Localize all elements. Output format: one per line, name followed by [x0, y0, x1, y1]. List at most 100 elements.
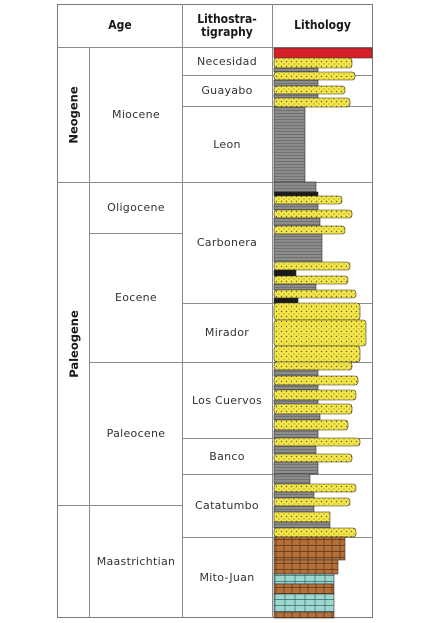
- sandstone-bed: [273, 195, 343, 205]
- coal-bed: [273, 297, 299, 304]
- sandstone-bed: [273, 403, 353, 415]
- shale-bed: [273, 521, 331, 529]
- formation-label: Catatumbo: [195, 499, 259, 512]
- shale-bed: [273, 79, 319, 87]
- shale-bed: [273, 384, 319, 391]
- formation-mirador: Mirador: [182, 303, 272, 362]
- shale-bed: [273, 233, 323, 263]
- sandstone-bed: [273, 453, 353, 463]
- formation-label: Necesidad: [196, 54, 257, 68]
- divider-period-epoch: [89, 47, 90, 618]
- divider-epoch: [89, 233, 183, 234]
- epoch-label: Miocene: [112, 108, 160, 121]
- sandstone-bed: [273, 527, 357, 538]
- header-divider: [57, 47, 373, 48]
- limestone-bed: [273, 573, 335, 585]
- divider-period: [57, 182, 90, 183]
- epoch-oligocene: Oligocene: [89, 182, 183, 233]
- formation-label: Leon: [213, 137, 241, 151]
- formation-guayabo: Guayabo: [182, 75, 272, 106]
- limestone-bed: [273, 611, 335, 619]
- formation-leon: Leon: [182, 106, 272, 182]
- shale-bed: [273, 429, 319, 439]
- formation-banco: Banco: [182, 438, 272, 474]
- sandstone-bed: [273, 289, 357, 299]
- limestone-bed: [273, 536, 346, 561]
- formation-label: Banco: [209, 449, 245, 463]
- divider-epoch: [89, 362, 183, 363]
- sandstone-bed: [273, 275, 349, 285]
- shale-bed: [273, 445, 317, 455]
- sandstone-bed: [273, 57, 353, 69]
- shale-bed: [273, 461, 319, 475]
- sandstone-bed: [273, 71, 356, 81]
- stratigraphic-column-frame: [57, 4, 373, 618]
- shale-bed: [273, 217, 321, 227]
- coal-bed: [273, 269, 297, 277]
- sandstone-bed: [273, 209, 353, 219]
- sandstone-bed: [273, 302, 361, 321]
- sandstone-bed: [273, 437, 361, 447]
- shale-bed: [273, 181, 317, 193]
- formation-mito-juan: Mito-Juan: [182, 537, 272, 618]
- divider-lithostratigraphy-lithology: [272, 4, 273, 618]
- shale-bed: [273, 93, 319, 99]
- shale-bed: [273, 505, 315, 513]
- formation-catatumbo: Catatumbo: [182, 474, 272, 537]
- sandstone-bed: [273, 225, 346, 235]
- sandstone-bed: [273, 85, 346, 95]
- header-lithostratigraphy-line1: Lithostra-: [197, 11, 257, 26]
- formation-los-cuervos: Los Cuervos: [182, 362, 272, 438]
- sandstone-bed: [273, 97, 351, 108]
- sandstone-bed: [273, 319, 367, 347]
- epoch-label: Paleocene: [106, 427, 166, 440]
- header-age-label: Age: [108, 18, 132, 32]
- shale-bed: [273, 369, 319, 377]
- formation-label: Mito-Juan: [199, 571, 255, 584]
- epoch-eocene: Eocene: [89, 233, 183, 362]
- limestone-bed: [273, 583, 335, 595]
- epoch-miocene: Miocene: [89, 47, 183, 182]
- header-lithology: Lithology: [272, 4, 373, 47]
- shale-bed: [273, 203, 319, 211]
- coal-bed: [273, 191, 319, 197]
- header-age: Age: [57, 4, 183, 47]
- formation-label: Los Cuervos: [191, 393, 263, 407]
- epoch-maastrichtian: Maastrichtian: [89, 505, 183, 618]
- header-lithostratigraphy-line2: tigraphy: [201, 24, 253, 39]
- sandstone-bed: [273, 345, 361, 363]
- formation-label: Mirador: [204, 326, 250, 339]
- formation-necesidad: Necesidad: [182, 47, 272, 75]
- epoch-paleocene: Paleocene: [89, 362, 183, 505]
- sandstone-bed: [273, 361, 353, 371]
- red-bed: [273, 47, 373, 59]
- header-lithostratigraphy: Lithostra- tigraphy: [182, 4, 272, 47]
- formation-label: Carbonera: [196, 236, 258, 249]
- sandstone-bed: [273, 511, 331, 523]
- divider-epoch: [89, 182, 183, 183]
- epoch-label: Eocene: [114, 291, 158, 304]
- epoch-label: Oligocene: [107, 201, 165, 214]
- shale-bed: [273, 106, 306, 183]
- limestone-bed: [273, 559, 339, 575]
- sandstone-bed: [273, 497, 351, 507]
- shale-bed: [273, 283, 317, 291]
- shale-bed: [273, 473, 311, 485]
- shale-bed: [273, 399, 319, 405]
- divider-epoch: [57, 505, 183, 506]
- epoch-label: Maastrichtian: [96, 555, 176, 568]
- divider-age-lithostratigraphy: [182, 4, 183, 618]
- sandstone-bed: [273, 419, 349, 431]
- formation-label: Guayabo: [201, 84, 253, 97]
- limestone-bed: [273, 593, 335, 613]
- shale-bed: [273, 491, 315, 499]
- formation-carbonera: Carbonera: [182, 182, 272, 303]
- sandstone-bed: [273, 483, 357, 493]
- sandstone-bed: [273, 261, 351, 271]
- shale-bed: [273, 67, 319, 73]
- sandstone-bed: [273, 389, 357, 401]
- sandstone-bed: [273, 375, 359, 386]
- shale-bed: [273, 413, 321, 421]
- header-lithology-label: Lithology: [294, 18, 351, 32]
